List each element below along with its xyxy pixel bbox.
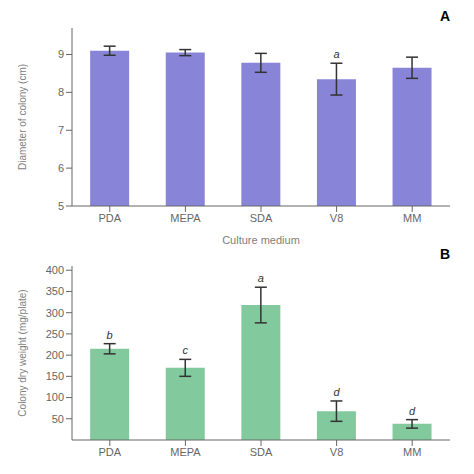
svg-text:6: 6 (58, 162, 64, 174)
svg-text:V8: V8 (330, 446, 343, 458)
svg-text:5: 5 (58, 200, 64, 212)
html-text:A: A (439, 8, 450, 24)
svg-text:7: 7 (58, 124, 64, 136)
svg-text:MM: MM (403, 212, 421, 224)
svg-text:c: c (182, 344, 188, 356)
svg-text:9: 9 (58, 48, 64, 60)
svg-text:a: a (258, 272, 264, 284)
svg-text:8: 8 (58, 86, 64, 98)
svg-text:d: d (333, 386, 340, 398)
svg-text:PDA: PDA (98, 446, 121, 458)
svg-text:d: d (409, 405, 416, 417)
svg-text:PDA: PDA (98, 212, 121, 224)
svg-text:Culture medium: Culture medium (222, 234, 300, 246)
svg-text:SDA: SDA (250, 446, 273, 458)
svg-text:350: 350 (46, 285, 64, 297)
svg-text:50: 50 (52, 413, 64, 425)
svg-text:100: 100 (46, 391, 64, 403)
svg-text:MM: MM (403, 446, 421, 458)
html-text:B: B (439, 246, 450, 262)
svg-text:150: 150 (46, 370, 64, 382)
svg-text:MEPA: MEPA (170, 212, 201, 224)
svg-text:MEPA: MEPA (170, 446, 201, 458)
svg-text:400: 400 (46, 264, 64, 276)
svg-text:V8: V8 (330, 212, 343, 224)
svg-text:250: 250 (46, 328, 64, 340)
svg-text:Diameter of colony (cm): Diameter of colony (cm) (17, 64, 28, 170)
svg-text:300: 300 (46, 307, 64, 319)
svg-text:b: b (107, 329, 113, 341)
svg-text:a: a (333, 48, 339, 60)
svg-text:Colony dry weight (mg/plate): Colony dry weight (mg/plate) (17, 289, 28, 416)
svg-text:200: 200 (46, 349, 64, 361)
svg-text:SDA: SDA (250, 212, 273, 224)
